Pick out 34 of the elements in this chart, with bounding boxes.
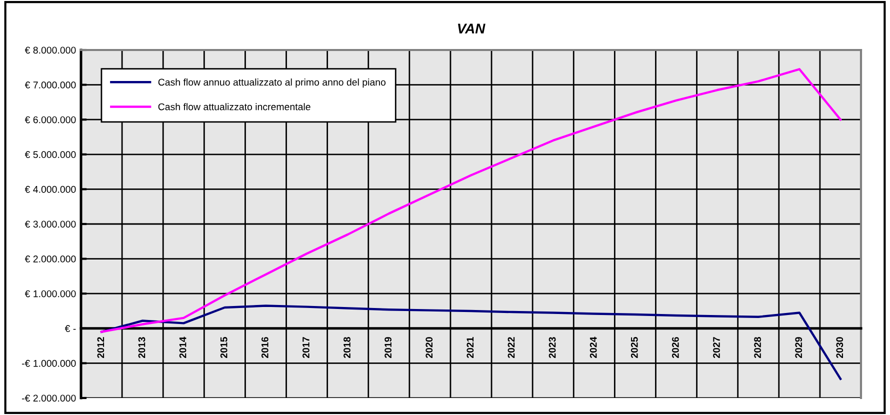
x-tick-label: 2030 bbox=[836, 337, 844, 358]
x-tick-label: 2021 bbox=[466, 337, 474, 358]
x-tick-label: 2027 bbox=[713, 337, 720, 358]
line-series bbox=[100, 68, 842, 333]
y-tick-label: € 7.000.000 bbox=[24, 82, 76, 88]
y-tick-label: € 5.000.000 bbox=[24, 151, 76, 158]
x-tick-label: 2016 bbox=[261, 337, 268, 358]
legend-label: Cash flow attualizzato incrementale bbox=[158, 103, 310, 110]
legend-label: Cash flow annuo attualizzato al primo anno del piano bbox=[158, 78, 386, 88]
x-tick-label: 2014 bbox=[179, 336, 186, 358]
x-tick-label: 2012 bbox=[97, 337, 104, 358]
x-tick-label: 2029 bbox=[795, 337, 802, 358]
x-tick-label: 2023 bbox=[548, 337, 556, 358]
x-tick-label: 2017 bbox=[302, 337, 310, 358]
y-tick-label: € 1.000.000 bbox=[24, 290, 76, 298]
x-tick-label: 2024 bbox=[590, 336, 597, 358]
y-tick-label: € 2.000.000 bbox=[24, 256, 76, 262]
y-tick-label: -€ 1.000.000 bbox=[22, 360, 76, 367]
y-tick-label: -€ 2.000.000 bbox=[22, 394, 76, 402]
y-tick-label: € 6.000.000 bbox=[24, 116, 76, 124]
y-tick-label: € 3.000.000 bbox=[24, 220, 76, 228]
y-tick-label: € 4.000.000 bbox=[24, 186, 76, 193]
x-tick-label: 2028 bbox=[754, 337, 761, 358]
x-tick-label: 2019 bbox=[384, 337, 392, 358]
x-tick-label: 2020 bbox=[426, 337, 433, 358]
x-tick-label: 2015 bbox=[220, 337, 228, 358]
y-tick-label: € 8.000.000 bbox=[24, 46, 76, 54]
chart-title: VAN bbox=[458, 24, 486, 34]
x-tick-label: 2022 bbox=[508, 337, 515, 358]
x-tick-label: 2025 bbox=[630, 337, 638, 358]
x-tick-label: 2013 bbox=[138, 337, 146, 358]
x-tick-label: 2026 bbox=[672, 337, 679, 358]
x-tick-label: 2018 bbox=[344, 337, 350, 358]
y-tick-label: € - bbox=[64, 325, 76, 332]
